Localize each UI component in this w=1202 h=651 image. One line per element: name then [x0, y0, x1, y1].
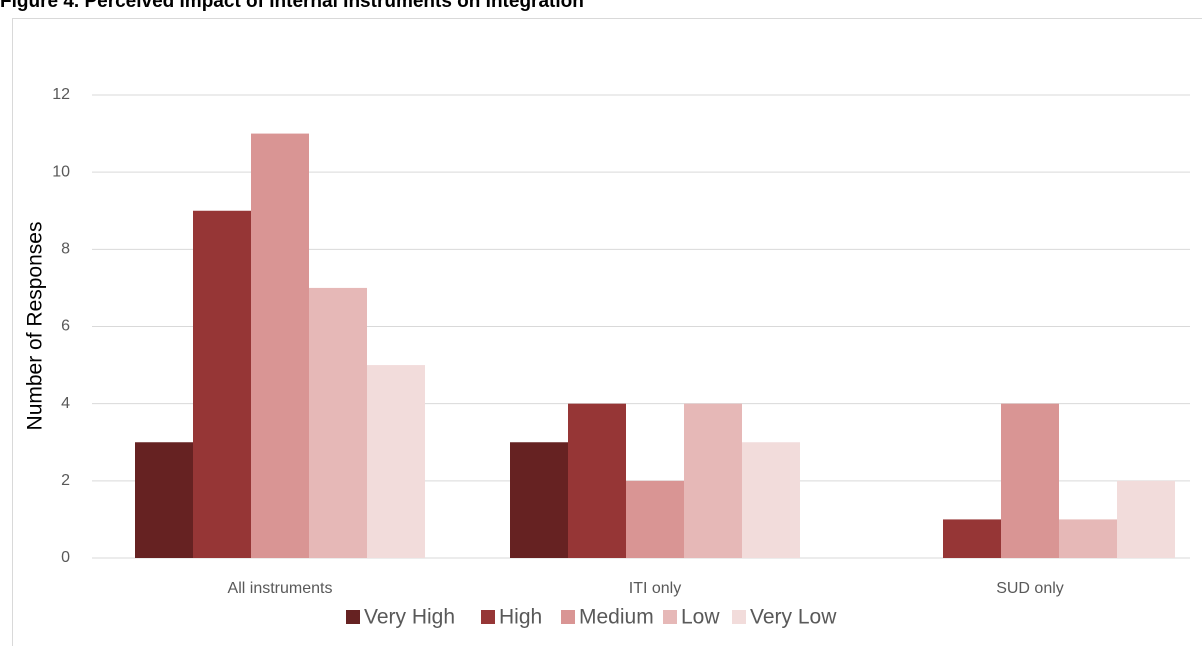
legend-swatch: [481, 610, 495, 624]
bar: [193, 211, 251, 558]
x-tick-label: SUD only: [996, 580, 1064, 597]
y-axis-label: Number of Responses: [24, 222, 47, 431]
legend-swatch: [346, 610, 360, 624]
x-tick-label: ITI only: [629, 580, 681, 597]
y-tick-label: 0: [61, 549, 70, 566]
bar: [684, 404, 742, 558]
bar: [510, 442, 568, 558]
chart-title: Figure 4. Perceived Impact of Internal I…: [0, 0, 584, 12]
y-tick-label: 10: [52, 163, 70, 180]
legend-label: Very Low: [750, 606, 837, 629]
bar: [309, 288, 367, 558]
legend-label: Very High: [364, 606, 455, 629]
legend-swatch: [663, 610, 677, 624]
legend-swatch: [561, 610, 575, 624]
bar: [1059, 519, 1117, 558]
bar: [626, 481, 684, 558]
legend-swatch: [732, 610, 746, 624]
bar: [568, 404, 626, 558]
bar: [943, 519, 1001, 558]
legend-label: Low: [681, 606, 720, 629]
bar: [1001, 404, 1059, 558]
legend-label: Medium: [579, 606, 654, 629]
bar: [1117, 481, 1175, 558]
bar: [135, 442, 193, 558]
y-tick-label: 4: [61, 395, 70, 412]
legend-label: High: [499, 606, 542, 629]
y-tick-label: 12: [52, 86, 70, 103]
bar: [742, 442, 800, 558]
bar: [367, 365, 425, 558]
y-tick-label: 8: [61, 241, 70, 258]
y-tick-label: 2: [61, 472, 70, 489]
y-tick-label: 6: [61, 318, 70, 335]
x-tick-label: All instruments: [228, 580, 333, 597]
bar: [251, 134, 309, 558]
